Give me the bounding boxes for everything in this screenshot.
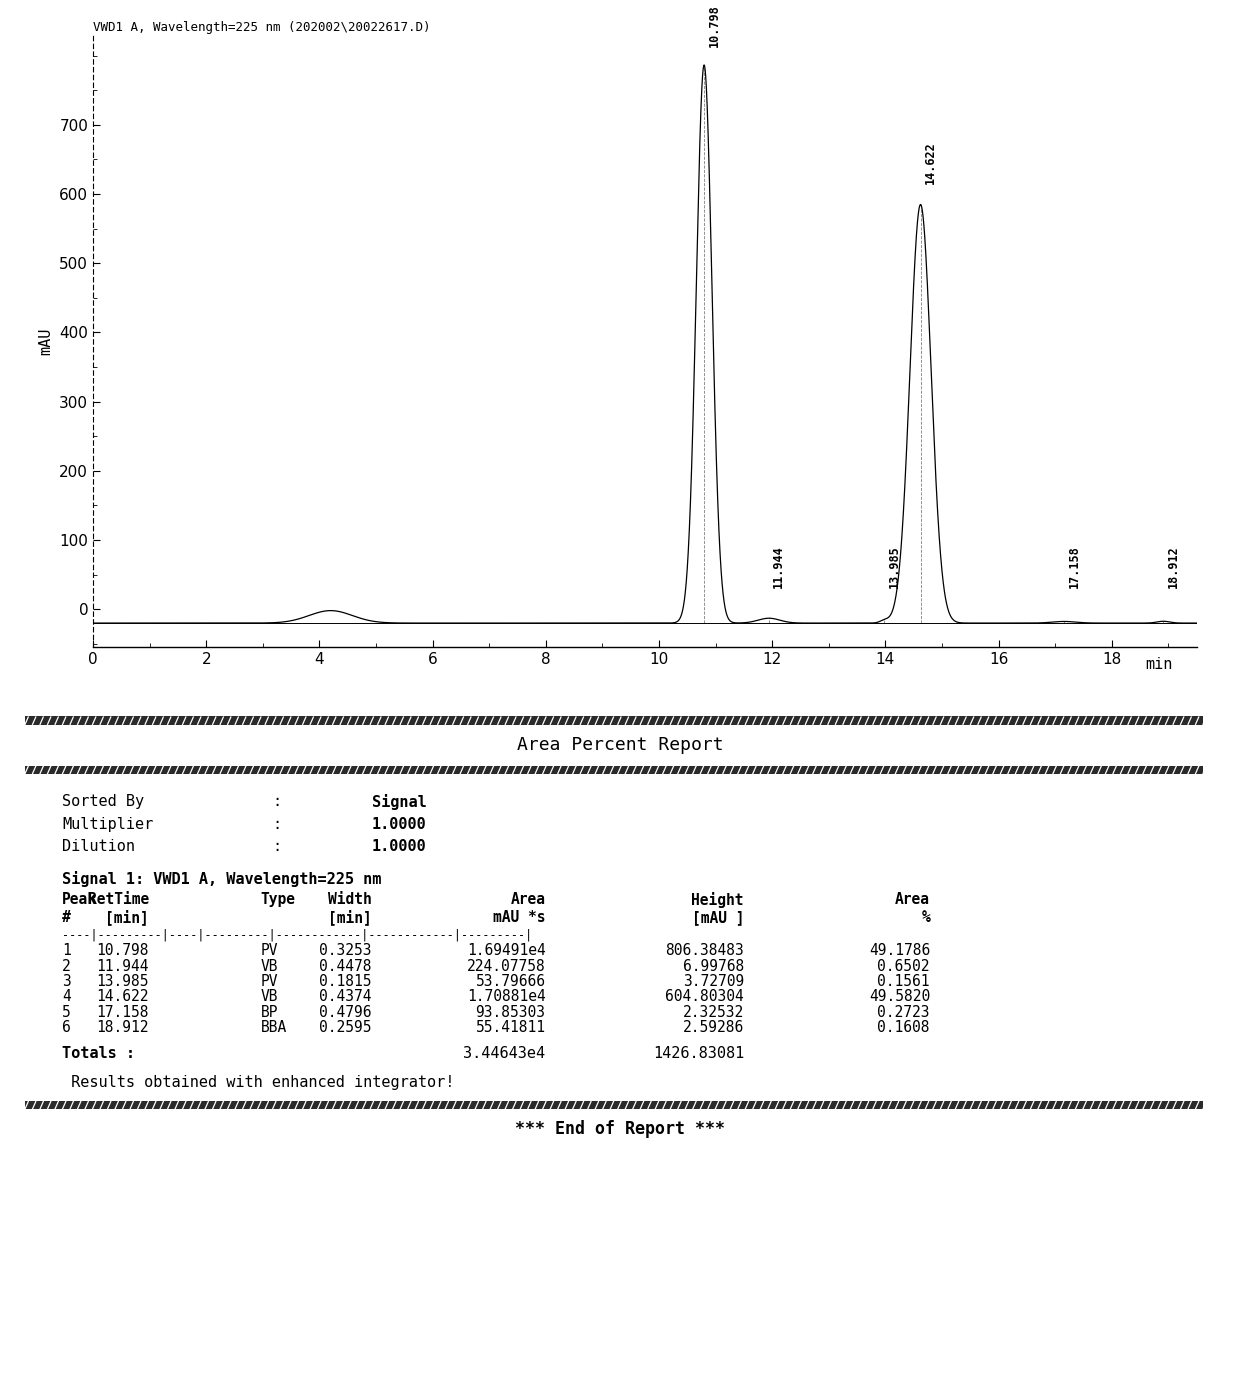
Text: 3.44643e4: 3.44643e4 [464, 1045, 546, 1061]
Text: *** End of Report ***: *** End of Report *** [515, 1121, 725, 1139]
Text: 18.912: 18.912 [1167, 546, 1179, 589]
Text: 10.798: 10.798 [97, 942, 149, 958]
Text: 10.798: 10.798 [708, 4, 720, 47]
Text: PV: PV [260, 974, 278, 988]
Text: 55.41811: 55.41811 [476, 1020, 546, 1036]
Text: Signal 1: VWD1 A, Wavelength=225 nm: Signal 1: VWD1 A, Wavelength=225 nm [62, 871, 382, 887]
FancyBboxPatch shape [25, 717, 1203, 725]
Text: min: min [1146, 657, 1173, 672]
Text: 17.158: 17.158 [1068, 546, 1080, 589]
Text: 0.4796: 0.4796 [320, 1005, 372, 1020]
Text: 3.72709: 3.72709 [683, 974, 744, 988]
Text: VB: VB [260, 990, 278, 1005]
Text: 0.1561: 0.1561 [878, 974, 930, 988]
Text: 2.59286: 2.59286 [683, 1020, 744, 1036]
Text: 11.944: 11.944 [97, 959, 149, 973]
Text: 1.69491e4: 1.69491e4 [466, 942, 546, 958]
Text: 0.6502: 0.6502 [878, 959, 930, 973]
Text: ----|---------|----|---------|------------|------------|---------|: ----|---------|----|---------|----------… [62, 928, 532, 941]
Text: 53.79666: 53.79666 [476, 974, 546, 988]
Text: VWD1 A, Wavelength=225 nm (202002\20022617.D): VWD1 A, Wavelength=225 nm (202002\200226… [93, 21, 430, 33]
Text: 604.80304: 604.80304 [665, 990, 744, 1005]
Text: 13.985: 13.985 [97, 974, 149, 988]
Text: Sorted By: Sorted By [62, 793, 144, 809]
Text: 14.622: 14.622 [924, 141, 937, 184]
Text: 49.5820: 49.5820 [869, 990, 930, 1005]
Text: 13.985: 13.985 [888, 546, 901, 589]
Text: 4: 4 [62, 990, 71, 1005]
Text: 1426.83081: 1426.83081 [652, 1045, 744, 1061]
Text: Height: Height [692, 892, 744, 908]
Text: 6: 6 [62, 1020, 71, 1036]
Text: 0.3253: 0.3253 [320, 942, 372, 958]
Text: #: # [62, 910, 71, 926]
Text: RetTime: RetTime [88, 892, 149, 908]
Text: 3: 3 [62, 974, 71, 988]
Text: 0.4478: 0.4478 [320, 959, 372, 973]
Text: 5: 5 [62, 1005, 71, 1020]
Text: 1.0000: 1.0000 [372, 839, 427, 855]
Text: :: : [273, 793, 281, 809]
Text: [min]: [min] [105, 909, 149, 926]
Text: Area Percent Report: Area Percent Report [517, 736, 723, 754]
Text: Area: Area [511, 892, 546, 908]
Text: Type: Type [260, 892, 295, 908]
Text: BP: BP [260, 1005, 278, 1020]
Text: :: : [273, 817, 281, 831]
Text: 49.1786: 49.1786 [869, 942, 930, 958]
Y-axis label: mAU: mAU [38, 327, 53, 355]
Text: Multiplier: Multiplier [62, 817, 154, 831]
Text: mAU *s: mAU *s [494, 910, 546, 926]
Text: 806.38483: 806.38483 [665, 942, 744, 958]
Text: VB: VB [260, 959, 278, 973]
Text: Results obtained with enhanced integrator!: Results obtained with enhanced integrato… [62, 1075, 454, 1090]
Text: 93.85303: 93.85303 [476, 1005, 546, 1020]
Text: 0.2595: 0.2595 [320, 1020, 372, 1036]
Text: 17.158: 17.158 [97, 1005, 149, 1020]
Text: 0.4374: 0.4374 [320, 990, 372, 1005]
FancyBboxPatch shape [25, 766, 1203, 774]
Text: 1: 1 [62, 942, 71, 958]
Text: Width: Width [329, 892, 372, 908]
Text: Dilution: Dilution [62, 839, 135, 855]
Text: Peak: Peak [62, 892, 97, 908]
Text: Totals :: Totals : [62, 1045, 135, 1061]
Text: 0.2723: 0.2723 [878, 1005, 930, 1020]
Text: 1.70881e4: 1.70881e4 [466, 990, 546, 1005]
Text: 18.912: 18.912 [97, 1020, 149, 1036]
Text: [min]: [min] [329, 909, 372, 926]
Text: 0.1608: 0.1608 [878, 1020, 930, 1036]
Text: 6.99768: 6.99768 [683, 959, 744, 973]
Text: 2.32532: 2.32532 [683, 1005, 744, 1020]
FancyBboxPatch shape [25, 1101, 1203, 1109]
Text: :: : [273, 839, 281, 855]
Text: 1.0000: 1.0000 [372, 817, 427, 831]
Text: Signal: Signal [372, 793, 427, 810]
Text: 224.07758: 224.07758 [466, 959, 546, 973]
Text: BBA: BBA [260, 1020, 286, 1036]
Text: PV: PV [260, 942, 278, 958]
Text: %: % [921, 910, 930, 926]
Text: 11.944: 11.944 [773, 546, 785, 589]
Text: 0.1815: 0.1815 [320, 974, 372, 988]
Text: [mAU ]: [mAU ] [692, 910, 744, 926]
Text: Area: Area [895, 892, 930, 908]
Text: 2: 2 [62, 959, 71, 973]
Text: 14.622: 14.622 [97, 990, 149, 1005]
